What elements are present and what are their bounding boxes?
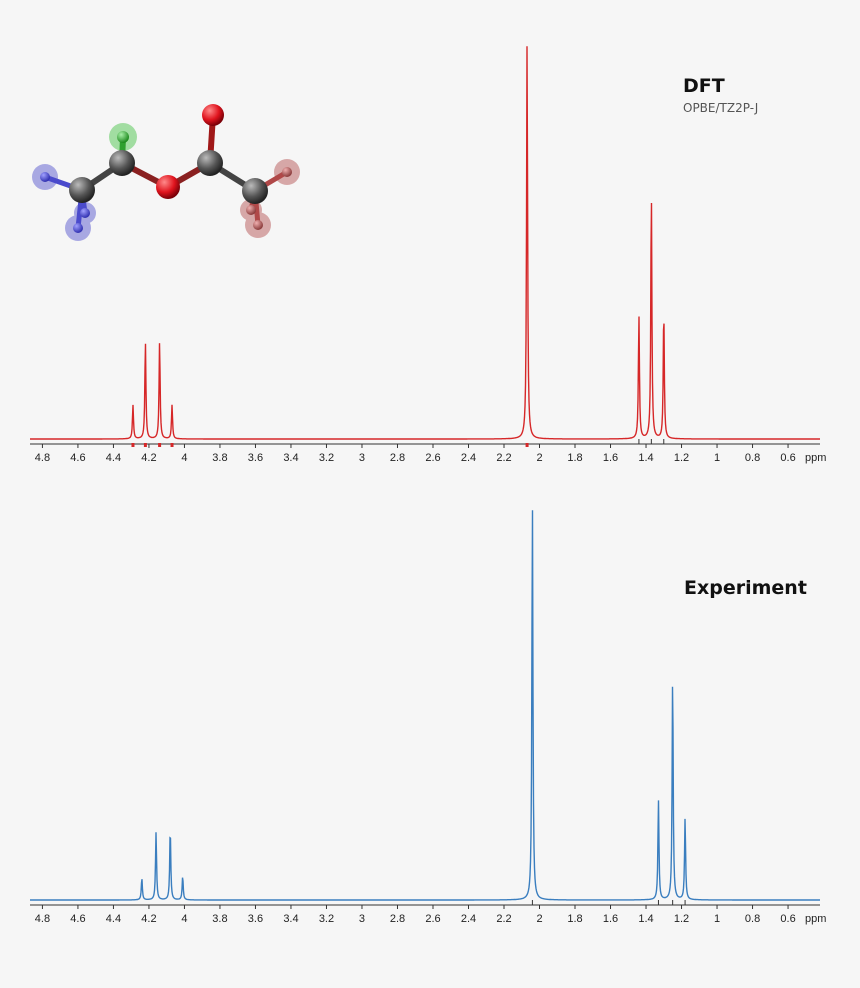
x-tick-label: 0.6 — [780, 452, 795, 464]
x-tick-label: 0.6 — [780, 913, 795, 925]
x-tick-label: 2.8 — [390, 452, 405, 464]
x-tick-label: 1.8 — [567, 452, 582, 464]
x-axis-unit-label: ppm — [805, 452, 826, 464]
x-tick-label: 4 — [181, 452, 187, 464]
spectrum-line — [30, 510, 820, 901]
x-tick-label: 3.4 — [283, 913, 298, 925]
x-tick-label: 2.6 — [425, 452, 440, 464]
x-tick-label: 2.2 — [496, 913, 511, 925]
x-tick-label: 1.4 — [638, 913, 653, 925]
x-tick-label: 4 — [181, 913, 187, 925]
x-tick-label: 4.4 — [106, 452, 121, 464]
x-tick-label: 1 — [714, 452, 720, 464]
x-tick-label: 1.2 — [674, 913, 689, 925]
shift-marker — [158, 443, 162, 447]
x-tick-label: 3.8 — [212, 452, 227, 464]
x-tick-label: 1.6 — [603, 452, 618, 464]
x-tick-label: 0.8 — [745, 452, 760, 464]
x-tick-label: 3.6 — [248, 452, 263, 464]
x-tick-label: 3.2 — [319, 452, 334, 464]
heavy-atoms — [69, 104, 268, 204]
dft-title: DFT — [683, 75, 725, 97]
x-tick-label: 3.6 — [248, 913, 263, 925]
x-tick-label: 3 — [359, 913, 365, 925]
shift-marker — [131, 443, 135, 447]
x-tick-label: 3 — [359, 452, 365, 464]
x-tick-label: 4.6 — [70, 913, 85, 925]
shift-marker — [525, 443, 529, 447]
x-tick-label: 2.8 — [390, 913, 405, 925]
hydrogen-atoms — [40, 131, 292, 233]
x-tick-label: 2 — [536, 452, 542, 464]
experiment-spectrum-chart: 4.8 4.6 4.4 4.2 4 3.8 3.6 3.4 3.2 3 2.8 2.6 2.4 2.2 2 1… — [30, 510, 826, 925]
spectrum-line — [30, 46, 820, 440]
x-tick-label: 4.4 — [106, 913, 121, 925]
x-tick-label: 2.4 — [461, 452, 476, 464]
x-tick-label: 0.8 — [745, 913, 760, 925]
x-tick-label: 3.2 — [319, 913, 334, 925]
x-tick-label: 1.4 — [638, 452, 653, 464]
dft-subtitle: OPBE/TZ2P-J — [683, 101, 759, 115]
x-tick-label: 2.4 — [461, 913, 476, 925]
x-tick-label: 1 — [714, 913, 720, 925]
x-tick-label: 4.8 — [35, 452, 50, 464]
ethyl-acetate-molecule — [32, 104, 300, 241]
x-tick-label: 2.6 — [425, 913, 440, 925]
shift-marker — [170, 443, 174, 447]
x-tick-label: 1.8 — [567, 913, 582, 925]
experiment-title: Experiment — [684, 577, 807, 599]
x-axis-unit-label: ppm — [805, 913, 826, 925]
x-tick-label: 2 — [536, 913, 542, 925]
x-tick-label: 4.2 — [141, 913, 156, 925]
x-tick-label: 3.4 — [283, 452, 298, 464]
x-tick-label: 1.6 — [603, 913, 618, 925]
x-tick-label: 3.8 — [212, 913, 227, 925]
x-tick-label: 4.2 — [141, 452, 156, 464]
shift-marker — [143, 443, 147, 447]
x-tick-label: 4.6 — [70, 452, 85, 464]
x-tick-label: 4.8 — [35, 913, 50, 925]
x-tick-label: 1.2 — [674, 452, 689, 464]
dft-spectrum-chart: 4.8 4.6 4.4 4.2 4 3.8 3.6 3.4 3.2 3 2.8 2.6 2.4 2.2 2 1… — [30, 46, 826, 464]
x-tick-label: 2.2 — [496, 452, 511, 464]
